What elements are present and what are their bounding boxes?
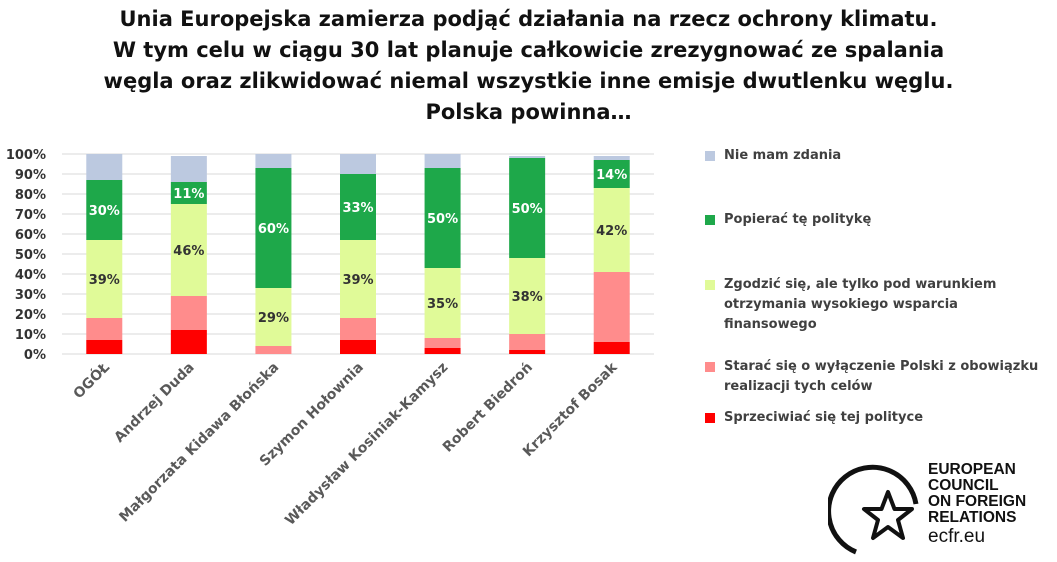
- y-tick-label: 50%: [15, 248, 46, 263]
- bar-segment: [593, 160, 630, 188]
- legend-label: Nie mam zdania: [724, 148, 842, 163]
- chart-title: Unia Europejska zamierza podjąć działani…: [0, 4, 1057, 128]
- bar-segment: [255, 154, 292, 168]
- legend-label: Sprzeciwiać się tej polityce: [724, 410, 924, 425]
- category-label: Robert Biedroń: [440, 360, 536, 456]
- data-label: 30%: [89, 204, 120, 219]
- bar-segment: [509, 334, 546, 350]
- data-label: 11%: [173, 187, 204, 202]
- bar-segment: [509, 258, 546, 334]
- data-label: 35%: [427, 297, 458, 312]
- bar-segment: [509, 158, 546, 258]
- category-label: OGÓŁ: [69, 358, 113, 402]
- bar-segment: [593, 188, 630, 272]
- y-tick-label: 0%: [24, 348, 46, 363]
- legend-swatch: [705, 151, 715, 161]
- y-tick-label: 20%: [15, 308, 46, 323]
- legend-swatch: [705, 362, 715, 372]
- stacked-bar-chart: 0% 10% 20% 30% 40% 50% 60% 70% 80% 90% 100% 39% 30%…: [6, 148, 654, 529]
- bar-segment: [170, 156, 207, 182]
- bar-segment: [424, 338, 461, 348]
- bar-segment: [86, 318, 123, 340]
- data-label: 50%: [512, 202, 543, 217]
- legend-swatch: [705, 280, 715, 290]
- y-tick-label: 40%: [15, 268, 46, 283]
- data-label: 50%: [427, 212, 458, 227]
- bar-segment: [340, 340, 376, 354]
- bars: [86, 154, 630, 354]
- legend-label: finansowego: [724, 317, 817, 332]
- bar-segment: [86, 154, 123, 180]
- data-label: 60%: [258, 222, 289, 237]
- legend-label: otrzymania wysokiego wsparcia: [724, 297, 958, 312]
- y-tick-label: 30%: [15, 288, 46, 303]
- title-line-1: Unia Europejska zamierza podjąć działani…: [119, 7, 938, 31]
- category-label: Małgorzata Kidawa Błońska: [116, 360, 282, 526]
- bar-segment: [340, 154, 376, 174]
- category-label: Władysław Kosiniak-Kamysz: [282, 360, 451, 529]
- bar-segment: [593, 272, 630, 342]
- title-line-3: węgla oraz zlikwidować niemal wszystkie …: [103, 69, 954, 93]
- bar-segment: [340, 240, 376, 318]
- bar-segment: [509, 350, 546, 354]
- title-line-2: W tym celu w ciągu 30 lat planuje całkow…: [112, 38, 945, 62]
- title-line-4: Polska powinna…: [425, 100, 632, 124]
- category-label: Andrzej Duda: [111, 360, 197, 446]
- y-tick-label: 90%: [15, 168, 46, 183]
- bar-segment: [86, 240, 123, 318]
- bar-segment: [593, 156, 630, 160]
- legend-label: Zgodzić się, ale tylko pod warunkiem: [724, 277, 997, 292]
- bar-segment: [170, 296, 207, 330]
- bar-segment: [424, 348, 461, 354]
- y-tick-label: 70%: [15, 208, 46, 223]
- bar-segment: [424, 154, 461, 168]
- y-tick-label: 80%: [15, 188, 46, 203]
- bar-segment: [170, 204, 207, 296]
- data-label: 39%: [342, 273, 373, 288]
- bar-segment: [340, 318, 376, 340]
- logo-url: ecfr.eu: [928, 526, 986, 547]
- bar-segment: [86, 340, 123, 354]
- y-tick-label: 10%: [15, 328, 46, 343]
- bar-segment: [170, 182, 207, 204]
- logo-line: RELATIONS: [928, 509, 1017, 526]
- bar-segment: [424, 168, 461, 268]
- bar-segment: [340, 174, 376, 240]
- y-tick-label: 100%: [6, 148, 46, 163]
- ecfr-logo: EUROPEAN COUNCIL ON FOREIGN RELATIONS ec…: [828, 462, 1053, 562]
- category-label: Krzysztof Bosak: [520, 359, 621, 460]
- legend-label: realizacji tych celów: [724, 379, 873, 394]
- legend-label: Starać się o wyłączenie Polski z obowiąz…: [724, 359, 1039, 374]
- logo-line: EUROPEAN: [928, 461, 1016, 478]
- data-label: 29%: [258, 311, 289, 326]
- data-label: 46%: [173, 244, 204, 259]
- bar-segment: [593, 342, 630, 354]
- bar-segment: [509, 156, 546, 158]
- data-label: 38%: [512, 290, 543, 305]
- logo-line: COUNCIL: [928, 477, 999, 494]
- bar-segment: [170, 330, 207, 354]
- y-axis-ticks: 0% 10% 20% 30% 40% 50% 60% 70% 80% 90% 100%: [6, 148, 46, 363]
- data-label: 42%: [596, 224, 627, 239]
- data-labels: 39% 30% 46% 11% 29% 60% 39% 33% 35% 50% 38% 50% 42% 1…: [89, 168, 628, 326]
- data-label: 14%: [596, 168, 627, 183]
- bar-segment: [255, 288, 292, 346]
- data-label: 33%: [342, 201, 373, 216]
- bar-segment: [255, 168, 292, 288]
- star-circle-icon: [828, 464, 919, 555]
- y-tick-label: 60%: [15, 228, 46, 243]
- data-label: 39%: [89, 273, 120, 288]
- bar-segment: [255, 346, 292, 354]
- legend-label: Popierać tę politykę: [724, 212, 872, 227]
- logo-line: ON FOREIGN: [928, 493, 1027, 510]
- bar-segment: [86, 180, 123, 240]
- legend-swatch: [705, 215, 715, 225]
- legend-swatch: [705, 413, 715, 423]
- bar-segment: [424, 268, 461, 338]
